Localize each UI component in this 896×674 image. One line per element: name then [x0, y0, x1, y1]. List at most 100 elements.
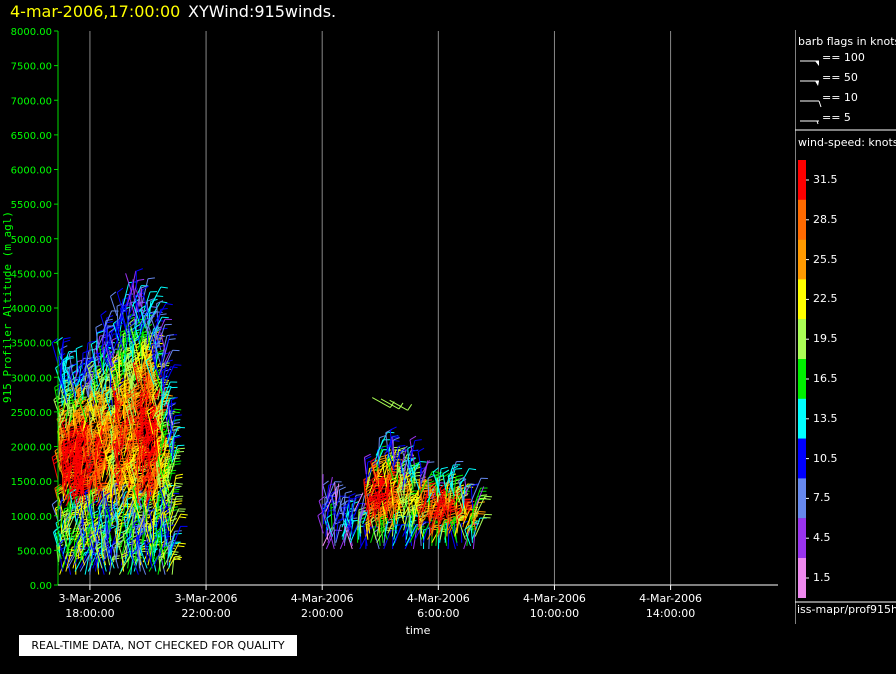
barb-flag	[66, 551, 74, 557]
barb-staff	[75, 461, 83, 485]
barb-staff	[65, 478, 79, 501]
barb-flag	[83, 486, 91, 491]
barb-flag	[339, 486, 346, 491]
barb-staff	[62, 513, 71, 538]
barb-staff	[66, 447, 73, 463]
barb-staff	[66, 369, 75, 391]
barb-staff	[60, 338, 65, 357]
barb-flag	[175, 500, 183, 503]
barb-staff	[60, 390, 68, 407]
barb-staff	[65, 490, 74, 507]
barb-staff	[58, 449, 63, 469]
barb-staff	[53, 399, 62, 419]
barb-staff	[61, 342, 64, 363]
barb-staff	[67, 477, 72, 494]
barb-staff	[59, 508, 66, 528]
barb-staff	[73, 467, 76, 488]
barb-flag	[75, 466, 82, 472]
barb-staff	[54, 387, 60, 413]
barb-staff	[69, 493, 74, 510]
barb-staff	[62, 360, 70, 379]
barb-staff	[65, 421, 73, 438]
wind-barb	[166, 556, 182, 572]
barb-flag	[350, 517, 358, 520]
wind-barb	[322, 474, 324, 497]
barb-flag	[178, 542, 186, 545]
barb-staff	[81, 470, 84, 494]
wind-barb	[75, 435, 84, 460]
barb-staff	[170, 400, 173, 419]
barb-staff	[153, 508, 156, 525]
barb-staff	[79, 552, 92, 572]
barb-staff	[65, 532, 77, 554]
barb-flag	[75, 345, 83, 350]
barb-flag	[345, 490, 353, 494]
barb-staff	[69, 381, 78, 404]
barb-flag	[147, 277, 155, 280]
barb-staff	[109, 296, 118, 317]
wind-barb	[68, 349, 76, 376]
barb-flag	[173, 463, 181, 466]
barb-flag	[177, 447, 185, 450]
barb-staff	[73, 451, 77, 472]
wind-barb	[135, 268, 143, 288]
barb-flag	[166, 334, 174, 337]
barb-staff	[61, 374, 67, 398]
barb-flag	[358, 507, 366, 511]
wind-barb	[75, 345, 83, 373]
barb-staff	[79, 502, 85, 519]
barb-staff	[70, 446, 77, 463]
barb-flag	[179, 516, 187, 519]
barb-staff	[51, 457, 59, 482]
wind-barb	[66, 551, 74, 575]
barb-flag	[336, 484, 344, 488]
barb-staff	[333, 524, 336, 546]
barb-staff	[75, 348, 79, 373]
barb-flag	[136, 268, 143, 272]
barb-flag	[65, 469, 73, 474]
barb-flag	[174, 414, 182, 417]
barb-staff	[76, 525, 90, 547]
barb-flag	[51, 499, 58, 505]
barb-flag	[83, 489, 91, 494]
title-timestamp: 4-mar-2006,17:00:00	[10, 2, 181, 21]
barb-staff	[66, 528, 75, 550]
wind-barb	[141, 277, 155, 304]
barb-staff	[73, 410, 79, 429]
wind-barbs-layer	[51, 268, 493, 575]
barb-staff	[84, 555, 90, 575]
barb-staff	[148, 286, 162, 310]
barb-staff	[51, 504, 59, 522]
barb-flag	[180, 513, 188, 516]
barb-staff	[66, 414, 71, 432]
barb-flag	[177, 545, 185, 548]
barb-flag	[172, 422, 180, 425]
wind-barb	[66, 364, 75, 391]
barb-flag	[83, 484, 90, 488]
barb-flag	[170, 366, 178, 369]
barb-staff	[79, 495, 84, 516]
barb-staff	[51, 342, 60, 366]
barb-flag	[163, 429, 171, 433]
barb-staff	[67, 548, 80, 569]
barb-flag	[161, 316, 169, 319]
barb-staff	[66, 512, 73, 529]
barb-staff	[69, 392, 76, 410]
wind-barb	[55, 518, 63, 544]
barb-flag	[165, 455, 173, 457]
barb-staff	[55, 523, 63, 544]
barb-staff	[68, 353, 74, 376]
barb-staff	[74, 467, 82, 491]
barb-staff	[62, 361, 66, 388]
wind-barb	[62, 358, 70, 388]
barb-flag	[174, 503, 182, 505]
barb-flag	[175, 476, 183, 479]
barb-flag	[117, 287, 124, 293]
barb-staff	[62, 477, 66, 497]
barb-flag	[76, 440, 84, 446]
barb-flag	[75, 435, 83, 440]
barb-flag	[100, 310, 107, 316]
barb-flag	[63, 337, 71, 340]
barb-flag	[137, 278, 145, 281]
